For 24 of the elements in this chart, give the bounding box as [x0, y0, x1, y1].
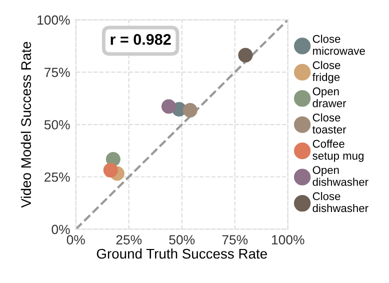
y-tick-label: 100% [38, 15, 70, 25]
x-tick-label: 50% [169, 235, 195, 244]
x-tick-label: 25% [116, 235, 142, 244]
legend-label: Open dishwasher [312, 166, 368, 186]
legend-label: Coffee setup mug [312, 140, 364, 162]
y-tick-label: 25% [44, 172, 70, 182]
x-tick-label: 100% [272, 235, 304, 244]
legend-label: Close microwave [312, 34, 365, 55]
point [238, 48, 253, 62]
legend-label: Open drawer [312, 87, 346, 108]
annotation: r = 0.982 [110, 34, 171, 45]
y-tick-label: 50% [44, 120, 70, 130]
point [161, 99, 176, 114]
legend-label: Close dishwasher [312, 192, 368, 212]
y-tick-label: 75% [44, 68, 70, 78]
y-axis-title: Video Model Success Rate [20, 42, 32, 208]
legend-label: Close fridge [312, 60, 340, 84]
point [103, 162, 118, 178]
x-axis-title: Ground Truth Success Rate [96, 248, 267, 259]
point [182, 102, 198, 118]
x-tick-label: 0% [66, 235, 85, 244]
y-tick-label: 0% [52, 224, 70, 234]
legend-label: Close toaster [312, 113, 346, 134]
x-tick-label: 75% [222, 235, 248, 244]
